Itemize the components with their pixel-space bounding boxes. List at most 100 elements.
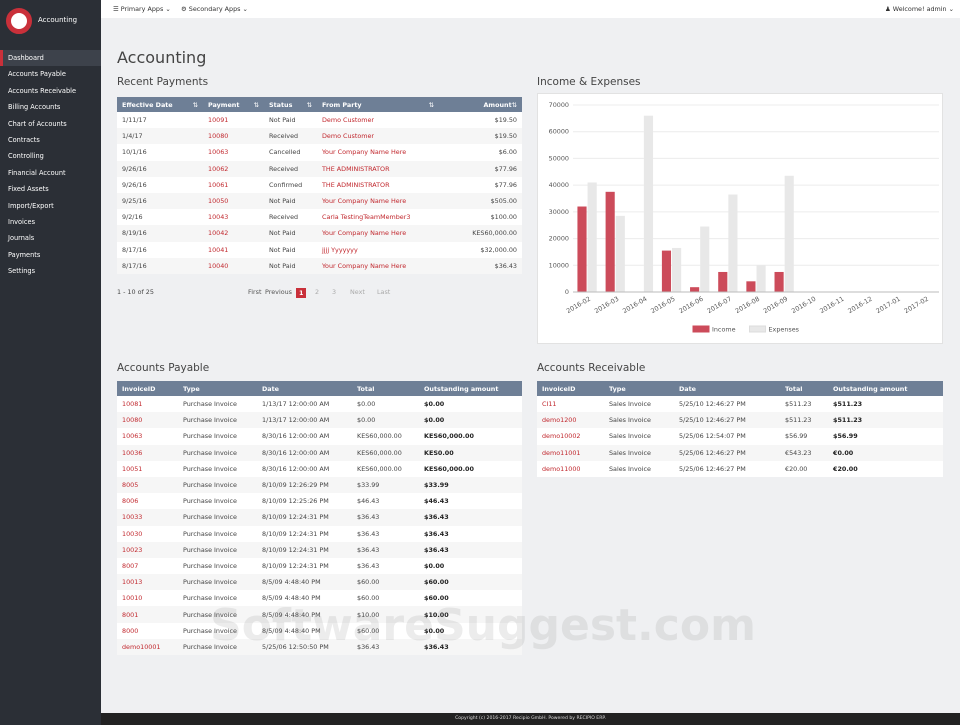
legend-swatch [749,325,767,333]
menu-item[interactable]: Import/Export [8,201,54,210]
menu-item[interactable]: Settings [8,267,36,276]
table-cell[interactable]: CI11 [542,400,557,409]
table-cell[interactable]: 8007 [122,561,139,570]
data-table: Effective DatePaymentStatusFrom PartyAmo… [117,97,522,274]
column-header[interactable]: From Party [317,97,439,112]
table-cell[interactable]: 10051 [122,464,143,473]
table-cell[interactable]: 10030 [122,529,143,538]
table-cell[interactable]: 8000 [122,626,139,635]
y-tick-label: 10000 [549,261,569,269]
menu-item[interactable]: Journals [8,234,35,243]
menu-item[interactable]: Contracts [8,136,40,144]
column-header: Type [604,381,674,396]
table-cell[interactable]: 8006 [122,497,139,506]
table-cell: Sales Invoice [609,464,651,473]
table-cell[interactable]: 10042 [203,225,264,242]
page-link[interactable]: 3 [332,288,337,296]
table-cell: 5/25/06 12:54:07 PM [679,432,746,441]
table-cell[interactable]: 10010 [122,594,143,603]
table-cell: $36.43 [352,509,419,526]
menu-item[interactable]: Fixed Assets [8,185,49,194]
table-cell[interactable]: Carla TestingTeamMember3 [322,213,411,222]
table-cell[interactable]: 10080 [203,128,264,145]
column-header[interactable]: Amount [439,97,522,112]
table-cell: 8/17/16 [122,245,147,254]
page-link[interactable]: 2 [315,288,320,296]
table-cell: $19.50 [494,116,517,125]
table-cell[interactable]: 10050 [203,192,264,210]
page-link[interactable]: Last [377,288,391,296]
table-cell[interactable]: 10063 [208,148,229,157]
menu-item[interactable]: Accounts Receivable [8,86,77,95]
table-cell: $511.23 [833,400,863,409]
page-link[interactable]: Previous [265,288,293,296]
column-header: Outstanding amount [419,381,522,396]
table-cell[interactable]: 10080 [117,412,178,429]
logo[interactable] [6,8,32,34]
table-cell[interactable]: demo11001 [537,444,604,461]
menu-item[interactable]: Dashboard [0,50,101,66]
table-cell[interactable]: demo1200 [537,412,604,429]
table-cell: 5/25/06 12:46:27 PM [679,464,746,473]
menu-item[interactable]: Controlling [8,152,44,161]
column-header[interactable]: Status [264,97,317,112]
table-cell[interactable]: 10023 [117,541,178,558]
menu-item[interactable]: Accounts Payable [8,70,66,79]
table-cell[interactable]: THE ADMINISTRATOR [317,160,439,177]
table-cell: Not Paid [264,225,317,242]
table-cell[interactable]: 10043 [208,213,229,222]
table-row: 10063 Purchase Invoice 8/30/16 12:00:00 AM… [117,428,522,444]
table-cell[interactable]: Demo Customer [322,116,375,125]
table-cell: Sales Invoice [604,444,674,461]
table-cell[interactable]: Your Company Name Here [322,148,407,157]
page-link[interactable]: 1 [296,288,307,298]
table-cell[interactable]: 10091 [208,116,229,125]
page-link[interactable]: First [248,288,262,296]
table-cell: Purchase Invoice [183,561,237,570]
table-cell[interactable]: 10040 [203,257,264,274]
column-header: Type [178,381,257,396]
table-cell[interactable]: Your Company Name Here [317,192,439,210]
column-header[interactable]: Effective Date [117,97,203,112]
table-cell[interactable]: jjjj Yyyyyyy [322,245,358,254]
table-cell[interactable]: demo11000 [542,464,581,473]
table-cell[interactable]: 10061 [208,180,229,189]
menu-item[interactable]: Billing Accounts [8,103,61,112]
menu-item[interactable]: Chart of Accounts [8,119,67,128]
table-cell[interactable]: 8005 [117,476,178,494]
table-row: 9/26/16 10061 Confirmed THE ADMINISTRATOR $7… [117,177,522,193]
column-header: Outstanding amount [828,381,943,396]
table-row: 9/25/16 10050 Not Paid Your Company Name He… [117,192,522,210]
table-cell[interactable]: 10033 [117,509,178,526]
table-cell: 9/2/16 [122,213,143,222]
table-cell[interactable]: demo10002 [542,432,581,441]
table-cell[interactable]: 10062 [203,160,264,177]
menu-item[interactable]: Payments [8,250,41,259]
table-cell[interactable]: 10063 [122,432,143,441]
user-menu[interactable]: ♟ Welcome! admin ⌄ [884,5,954,13]
table-cell[interactable]: THE ADMINISTRATOR [322,180,390,189]
table-cell[interactable]: Your Company Name Here [317,225,439,242]
table-row: 8/19/16 10042 Not Paid Your Company Name He… [117,225,522,242]
table-cell: 9/26/16 [122,180,147,189]
page-link[interactable]: Next [350,288,365,296]
table-body: 1/11/17 10091 Not Paid Demo Customer $19.50 1… [117,112,522,274]
table-cell[interactable]: 10013 [117,574,178,591]
table-cell: $6.00 [498,148,517,157]
table-cell[interactable]: Your Company Name Here [317,257,439,274]
table-cell[interactable]: Demo Customer [317,128,439,145]
table-cell: $19.50 [439,128,522,145]
primary-apps-menu[interactable]: ☰ Primary Apps ⌄ [113,5,171,13]
table-cell: $0.00 [424,561,445,570]
table-row: demo11001 Sales Invoice 5/25/06 12:46:27 P… [537,444,943,461]
table-cell[interactable]: 8001 [117,606,178,623]
menu-item[interactable]: Financial Account [8,168,66,177]
table-cell[interactable]: demo10001 [117,638,178,655]
table-cell[interactable]: 10036 [117,444,178,461]
table-cell[interactable]: 10081 [122,400,143,409]
column-header[interactable]: Payment [203,97,264,112]
secondary-apps-menu[interactable]: ⚙ Secondary Apps ⌄ [181,5,248,13]
menu-item[interactable]: Invoices [8,218,36,226]
table-cell[interactable]: 10041 [208,245,229,254]
